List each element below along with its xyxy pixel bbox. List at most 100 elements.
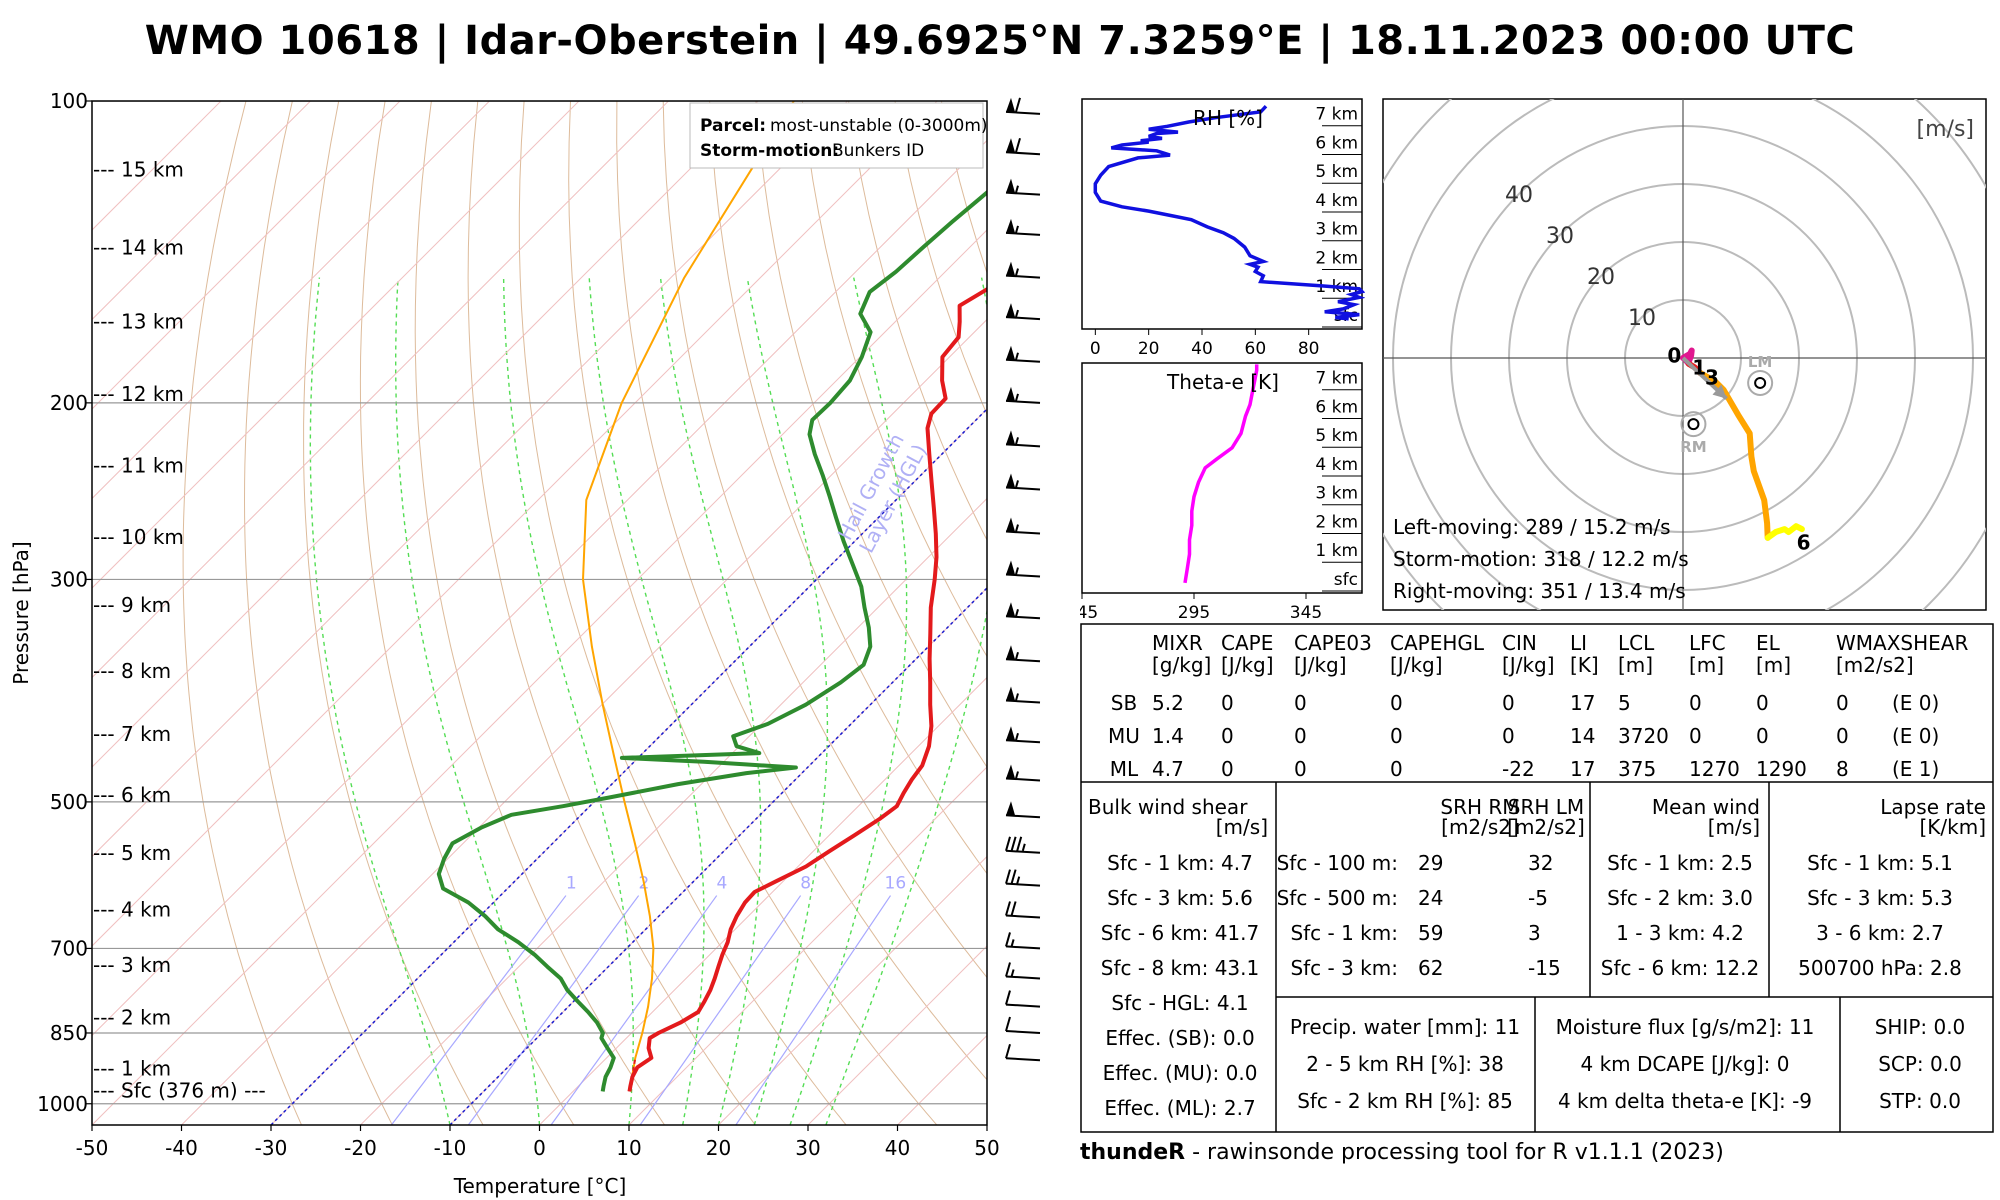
hodograph-ring-label: 30 bbox=[1546, 224, 1574, 249]
param-value: 4.7 bbox=[1152, 757, 1184, 781]
height-label: --- Sfc (376 m) --- bbox=[93, 1078, 266, 1102]
wind-barb-pennant bbox=[1006, 178, 1015, 193]
bulk-shear-row: Effec. (SB): 0.0 bbox=[1105, 1026, 1254, 1050]
wind-barb bbox=[1005, 517, 1041, 535]
panel-height-label: 2 km bbox=[1315, 248, 1358, 268]
wind-barb-staff bbox=[1005, 849, 1041, 854]
wind-barb-staff bbox=[1005, 151, 1041, 156]
wind-barb bbox=[1005, 1016, 1041, 1034]
isotherm bbox=[92, 229, 987, 1125]
panel-height-label: 7 km bbox=[1315, 105, 1358, 125]
x-tick-label: 10 bbox=[616, 1136, 641, 1160]
dry-adiabat bbox=[303, 101, 484, 1125]
temperature-line bbox=[627, 286, 987, 1092]
param-row-label: MU bbox=[1108, 724, 1140, 748]
srh-lm-unit: [m2/s2] bbox=[1507, 815, 1585, 839]
param-row-label: SB bbox=[1111, 691, 1137, 715]
pressure-tick-label: 700 bbox=[50, 936, 88, 960]
right-moving-marker-label: RM bbox=[1680, 438, 1706, 456]
srh-row-label: Sfc - 500 m: bbox=[1277, 886, 1398, 910]
panel-height-label: 7 km bbox=[1315, 369, 1358, 389]
pressure-tick-label: 1000 bbox=[37, 1092, 88, 1116]
panel-x-tick-label: 80 bbox=[1298, 339, 1320, 359]
wind-barb-staff bbox=[1005, 699, 1041, 704]
flux-row: Moisture flux [g/s/m2]: 11 bbox=[1556, 1015, 1815, 1039]
wind-barb-staff bbox=[1005, 1057, 1041, 1062]
wind-barb-flag bbox=[1005, 836, 1011, 852]
wind-barb-flag bbox=[1015, 97, 1021, 113]
param-value: 0 bbox=[1390, 724, 1403, 748]
panel-x-tick-label: 60 bbox=[1245, 339, 1267, 359]
param-value: 0 bbox=[1294, 757, 1307, 781]
param-header-unit: [m] bbox=[1618, 653, 1653, 677]
wind-barb-half bbox=[1015, 524, 1019, 532]
wind-barb-half bbox=[1015, 268, 1019, 276]
footer-tool-name: thundeR bbox=[1080, 1140, 1186, 1165]
srh-rm-title: SRH RM bbox=[1440, 795, 1519, 819]
pressure-tick-label: 100 bbox=[50, 89, 88, 113]
param-value: 5 bbox=[1618, 691, 1631, 715]
dry-adiabat bbox=[616, 101, 987, 1081]
wind-barb-flag bbox=[1005, 1044, 1011, 1059]
wind-barb bbox=[1005, 726, 1041, 744]
isotherm bbox=[807, 945, 987, 1125]
wind-barb bbox=[1005, 1044, 1041, 1062]
moisture-row: Sfc - 2 km RH [%]: 85 bbox=[1297, 1089, 1513, 1113]
param-header: LI bbox=[1570, 631, 1587, 655]
param-header-unit: [J/kg] bbox=[1502, 653, 1555, 677]
mean-wind-row: Sfc - 2 km: 3.0 bbox=[1607, 886, 1753, 910]
dry-adiabat bbox=[414, 101, 666, 1125]
moist-adiabat bbox=[659, 277, 762, 1125]
wind-barb-pennant bbox=[1006, 560, 1015, 575]
wind-barb-half bbox=[1015, 225, 1019, 234]
panel-height-label: sfc bbox=[1334, 570, 1358, 590]
height-label: --- 2 km bbox=[93, 1005, 171, 1029]
index-row: SHIP: 0.0 bbox=[1875, 1015, 1966, 1039]
pressure-tick-label: 500 bbox=[50, 790, 88, 814]
height-label: --- 10 km bbox=[93, 525, 184, 549]
dry-adiabat bbox=[182, 101, 302, 1125]
x-tick-label: -30 bbox=[255, 1136, 288, 1160]
mean-wind-row: Sfc - 6 km: 12.2 bbox=[1601, 956, 1759, 980]
panel-x-tick-label: 245 bbox=[1080, 603, 1098, 623]
param-value: 0 bbox=[1390, 757, 1403, 781]
param-header-unit: [m] bbox=[1689, 653, 1724, 677]
lapse-rate-row: Sfc - 3 km: 5.3 bbox=[1807, 886, 1953, 910]
height-label: --- 11 km bbox=[93, 454, 184, 478]
dry-adiabat bbox=[467, 101, 756, 1125]
srh-lm-value: -15 bbox=[1528, 956, 1561, 980]
wind-barb-flag bbox=[1005, 990, 1011, 1005]
wind-barb-pennant bbox=[1006, 801, 1015, 816]
panel-height-label: 6 km bbox=[1315, 133, 1358, 153]
bulk-shear-row: Sfc - 8 km: 43.1 bbox=[1101, 956, 1259, 980]
srh-rm-value: 59 bbox=[1418, 921, 1443, 945]
panel-height-label: 5 km bbox=[1315, 426, 1358, 446]
isotherm bbox=[181, 318, 987, 1125]
isotherm bbox=[92, 139, 987, 1037]
param-header-unit: [J/kg] bbox=[1390, 653, 1443, 677]
param-value: 0 bbox=[1390, 691, 1403, 715]
moist-adiabat bbox=[588, 277, 705, 1125]
right-moving-marker bbox=[1680, 411, 1707, 438]
hodograph-summary-line: Storm-motion: 318 / 12.2 m/s bbox=[1393, 547, 1689, 571]
param-value: 14 bbox=[1570, 724, 1595, 748]
isotherm bbox=[628, 766, 987, 1125]
wind-barb-half bbox=[1015, 771, 1019, 779]
wind-barb-staff bbox=[1005, 814, 1041, 819]
panel-height-label: 4 km bbox=[1315, 455, 1358, 475]
param-header: CIN bbox=[1502, 631, 1537, 655]
isotherm bbox=[539, 676, 987, 1125]
height-label: --- 9 km bbox=[93, 593, 171, 617]
wind-barb-pennant bbox=[1006, 345, 1015, 360]
moist-adiabat bbox=[746, 277, 829, 1125]
wind-barb-staff bbox=[1005, 945, 1041, 950]
wind-barb-staff bbox=[1005, 191, 1041, 196]
dry-adiabat bbox=[848, 101, 987, 542]
param-value: -22 bbox=[1502, 757, 1535, 781]
dry-adiabat bbox=[359, 101, 575, 1125]
wind-barb-pennant bbox=[1006, 602, 1015, 617]
storm-legend-value: Bunkers ID bbox=[832, 141, 924, 161]
height-label: --- 14 km bbox=[93, 236, 184, 260]
mean-wind-row: 1 - 3 km: 4.2 bbox=[1616, 921, 1744, 945]
srh-row-label: Sfc - 3 km: bbox=[1290, 956, 1398, 980]
